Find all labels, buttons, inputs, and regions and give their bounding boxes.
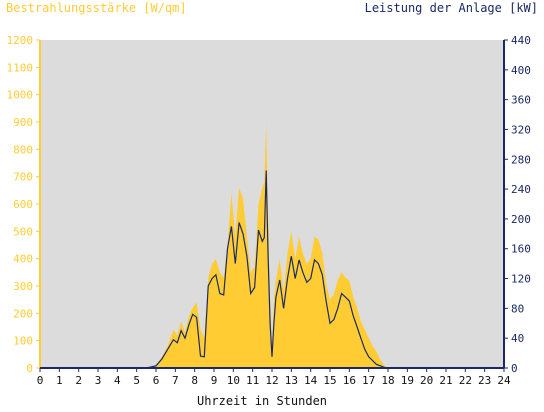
x-tick-label: 23 xyxy=(478,374,491,387)
right-tick-label: 80 xyxy=(511,302,524,315)
x-tick-label: 10 xyxy=(227,374,240,387)
x-tick-label: 17 xyxy=(362,374,375,387)
x-tick-label: 5 xyxy=(133,374,140,387)
plot-area xyxy=(40,40,504,368)
left-tick-label: 1100 xyxy=(7,61,34,74)
x-tick-label: 19 xyxy=(401,374,414,387)
right-tick-label: 0 xyxy=(511,362,518,375)
left-tick-label: 800 xyxy=(13,143,33,156)
x-tick-label: 0 xyxy=(37,374,44,387)
x-tick-label: 4 xyxy=(114,374,121,387)
right-axis-title: Leistung der Anlage [kW] xyxy=(365,1,538,15)
left-tick-label: 0 xyxy=(26,362,33,375)
left-tick-label: 200 xyxy=(13,307,33,320)
x-tick-label: 7 xyxy=(172,374,179,387)
right-tick-label: 120 xyxy=(511,273,531,286)
left-tick-label: 500 xyxy=(13,225,33,238)
x-tick-label: 1 xyxy=(56,374,63,387)
x-tick-label: 12 xyxy=(265,374,278,387)
left-tick-label: 700 xyxy=(13,171,33,184)
x-tick-label: 9 xyxy=(211,374,218,387)
x-tick-label: 21 xyxy=(439,374,452,387)
left-tick-label: 600 xyxy=(13,198,33,211)
x-tick-label: 14 xyxy=(304,374,318,387)
right-tick-label: 440 xyxy=(511,34,531,47)
left-tick-label: 400 xyxy=(13,253,33,266)
left-axis-title: Bestrahlungsstärke [W/qm] xyxy=(6,1,187,15)
x-tick-label: 24 xyxy=(497,374,511,387)
left-tick-label: 100 xyxy=(13,335,33,348)
left-tick-label: 1200 xyxy=(7,34,34,47)
x-tick-label: 11 xyxy=(246,374,259,387)
x-tick-label: 15 xyxy=(323,374,336,387)
x-tick-label: 2 xyxy=(75,374,82,387)
x-axis-label: Uhrzeit in Stunden xyxy=(197,394,327,408)
x-tick-label: 16 xyxy=(343,374,356,387)
x-tick-label: 18 xyxy=(381,374,394,387)
right-tick-label: 200 xyxy=(511,213,531,226)
left-tick-label: 300 xyxy=(13,280,33,293)
x-tick-label: 20 xyxy=(420,374,433,387)
x-tick-label: 8 xyxy=(191,374,198,387)
right-tick-label: 160 xyxy=(511,243,531,256)
right-tick-label: 40 xyxy=(511,332,524,345)
right-tick-label: 320 xyxy=(511,123,531,136)
power-line-group xyxy=(40,170,504,369)
left-tick-label: 900 xyxy=(13,116,33,129)
x-tick-label: 22 xyxy=(459,374,472,387)
x-tick-label: 6 xyxy=(153,374,160,387)
power-line xyxy=(40,170,504,369)
right-tick-label: 240 xyxy=(511,183,531,196)
right-tick-label: 400 xyxy=(511,64,531,77)
x-tick-label: 3 xyxy=(95,374,102,387)
right-axis-ticks: 0 40 80 120 160 200 240 280 320 360 400 440 xyxy=(504,34,531,375)
right-tick-label: 360 xyxy=(511,94,531,107)
x-axis-ticks: 0 1 2 3 4 5 6 7 8 9 10 11 12 13 14 15 16 17 18 19 20 21 22 23 24 xyxy=(37,368,511,387)
left-axis-ticks: 0 100 200 300 400 500 600 700 800 900 1000 1100 1200 xyxy=(7,34,40,375)
left-tick-label: 1000 xyxy=(7,89,34,102)
x-tick-label: 13 xyxy=(285,374,298,387)
right-tick-label: 280 xyxy=(511,153,531,166)
